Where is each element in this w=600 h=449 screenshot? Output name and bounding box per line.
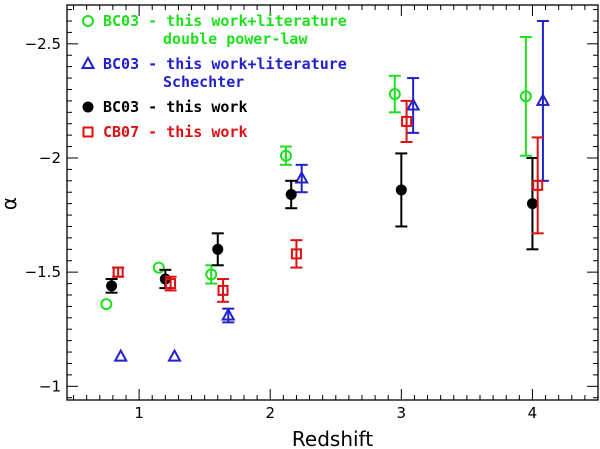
data-point <box>205 268 218 281</box>
axis-ticks <box>67 5 599 400</box>
legend-marker <box>82 15 94 27</box>
plot-frame <box>66 4 599 401</box>
data-point <box>535 92 551 106</box>
x-tick-label: 3 <box>397 404 407 422</box>
x-axis-label: Redshift <box>292 427 373 449</box>
data-point <box>106 280 118 292</box>
data-point <box>526 198 538 210</box>
data-point <box>100 298 113 311</box>
data-point <box>532 179 544 191</box>
y-axis-label: α <box>0 197 21 210</box>
y-tick-label: −1.5 <box>25 263 61 281</box>
x-tick-label: 1 <box>134 404 144 422</box>
data-point <box>285 189 297 201</box>
legend-label: double power-law <box>163 30 308 48</box>
data-point <box>388 88 401 101</box>
data-point <box>113 348 128 362</box>
y-tick-label: −2.5 <box>25 35 61 53</box>
legend-label: BC03 - this work <box>103 98 248 116</box>
plot-area-border <box>66 4 599 401</box>
legend-marker <box>80 55 96 69</box>
legend-label: BC03 - this work+literature <box>103 55 347 73</box>
data-point <box>279 149 292 162</box>
legend-marker <box>82 126 94 138</box>
axis-tick-labels: 1 2 3 4 −1 −1.5 −2 −2.5 <box>25 35 538 422</box>
y-tick-label: −2 <box>39 149 61 167</box>
legend-marker <box>82 101 94 113</box>
legend-label: BC03 - this work+literature <box>103 12 347 30</box>
series-4 <box>112 99 544 303</box>
data-point <box>395 184 407 196</box>
data-point <box>165 278 177 290</box>
series-1 <box>100 35 532 311</box>
data-point <box>221 307 236 321</box>
legend-label: CB07 - this work <box>103 123 248 141</box>
series-2 <box>113 19 551 362</box>
data-point <box>112 266 124 278</box>
data-point <box>405 97 421 111</box>
data-point <box>519 90 532 103</box>
series-3 <box>105 152 539 294</box>
data-point <box>401 115 413 127</box>
data-point <box>290 248 302 260</box>
x-tick-label: 2 <box>265 404 275 422</box>
y-tick-label: −1 <box>39 377 61 395</box>
data-point <box>217 284 229 296</box>
data-point <box>167 348 182 362</box>
data-point <box>152 261 165 274</box>
legend-label: Schechter <box>163 73 244 91</box>
data-marks <box>100 19 551 362</box>
x-tick-label: 4 <box>528 404 538 422</box>
data-point <box>294 170 309 184</box>
data-point <box>212 243 224 255</box>
